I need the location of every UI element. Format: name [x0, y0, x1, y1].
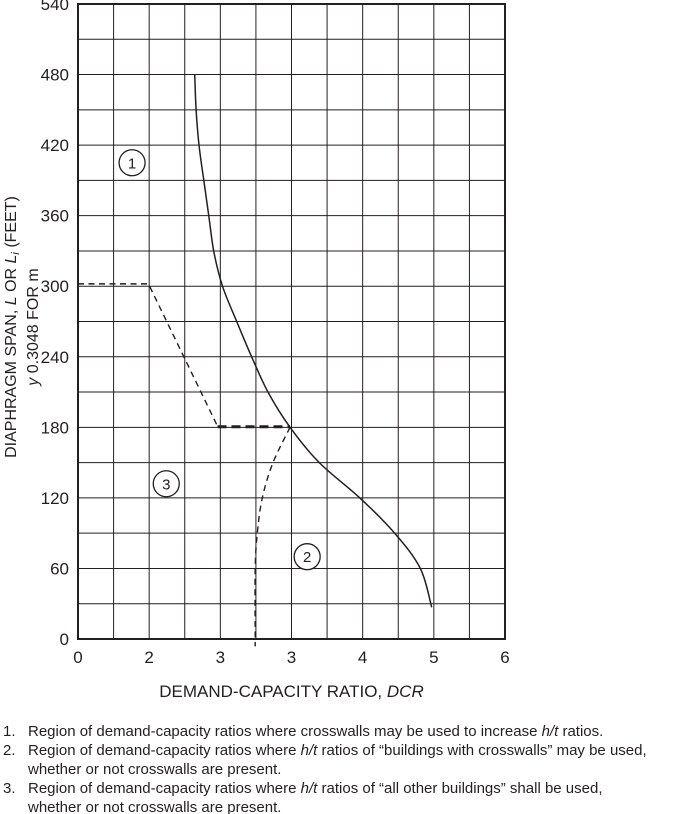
region-circle-1: [118, 149, 146, 177]
footnote-item: 2. Region of demand-capacity ratios where…: [3, 741, 675, 779]
region-labels: 1 2 3: [118, 149, 321, 571]
x-tick-label: 3: [287, 648, 296, 667]
axis-titles: DEMAND-CAPACITY RATIO, DCR DIAPHRAGM SPAN…: [3, 196, 424, 701]
grid: [77, 3, 506, 640]
region-circle-2: [293, 543, 321, 571]
region-circle-3: [152, 470, 180, 498]
y-tick-label: 180: [41, 418, 69, 437]
y-tick-label: 120: [41, 489, 69, 508]
y-tick-label: 300: [41, 277, 69, 296]
x-tick-label: 4: [358, 648, 367, 667]
y-tick-label: 0: [60, 630, 69, 649]
footnote-number: 3.: [3, 780, 16, 797]
footnote-text: Region of demand-capacity ratios where c…: [28, 723, 604, 740]
x-tick-label: 0: [73, 648, 82, 667]
plot-border: [77, 3, 506, 640]
y-axis-title-line2: y 0.3048 FOR m: [25, 268, 42, 386]
footnote-item: 3. Region of demand-capacity ratios where…: [3, 779, 675, 814]
y-tick-label: 420: [41, 136, 69, 155]
footnote-number: 2.: [3, 742, 16, 759]
footnotes-list: 1. Region of demand-capacity ratios where…: [3, 722, 675, 814]
region-number-2: 2: [303, 549, 311, 566]
y-tick-label: 60: [50, 559, 69, 578]
x-tick-label: 6: [500, 648, 509, 667]
x-tick-label: 2: [144, 648, 153, 667]
x-tick-label: 3: [216, 648, 225, 667]
footnote-text: Region of demand-capacity ratios where h…: [28, 780, 603, 814]
region-boundary-upper-dashed: [78, 283, 219, 427]
footnote-text: Region of demand-capacity ratios where h…: [28, 742, 647, 778]
data-series: [78, 74, 433, 647]
footnote-number: 1.: [3, 723, 16, 740]
y-tick-label: 540: [41, 0, 69, 14]
region-boundary-lower-dashed: [254, 427, 291, 647]
footnote-item: 1. Region of demand-capacity ratios where…: [3, 722, 675, 741]
x-axis-title: DEMAND-CAPACITY RATIO, DCR: [159, 682, 423, 701]
y-tick-label: 480: [41, 66, 69, 85]
y-axis-title-line1: DIAPHRAGM SPAN, L OR Li (FEET): [3, 196, 22, 458]
y-tick-label: 240: [41, 348, 69, 367]
y-tick-label: 360: [41, 207, 69, 226]
allowable-span-solid-curve: [193, 74, 433, 608]
x-tick-label: 5: [429, 648, 438, 667]
region-number-1: 1: [128, 155, 136, 172]
region-number-3: 3: [162, 476, 170, 493]
